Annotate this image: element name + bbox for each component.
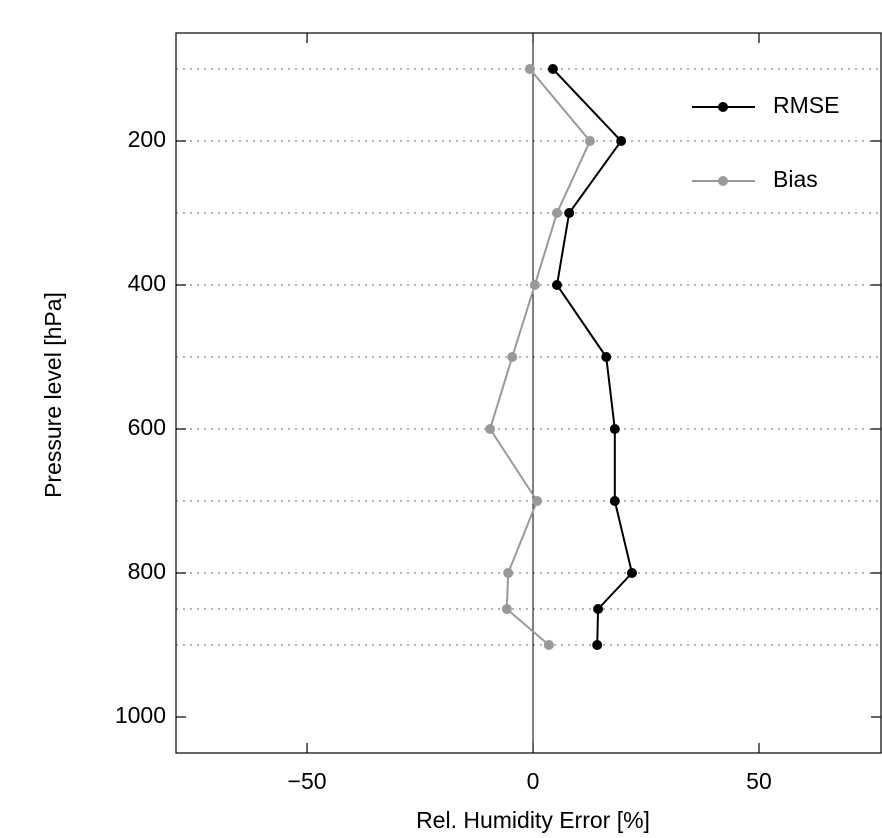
legend-marker xyxy=(718,176,728,186)
data-point xyxy=(501,604,512,614)
y-axis-label: Pressure level [hPa] xyxy=(40,292,66,498)
data-point xyxy=(609,496,620,506)
data-point xyxy=(551,280,562,290)
data-point xyxy=(503,568,514,578)
data-point xyxy=(532,496,543,506)
legend-label: Bias xyxy=(773,166,818,192)
data-point xyxy=(609,424,620,434)
x-tick-label: 50 xyxy=(746,768,772,794)
plot-frame xyxy=(175,32,882,754)
data-point xyxy=(593,604,604,614)
series-line xyxy=(488,68,592,646)
legend-marker xyxy=(718,102,728,112)
data-point xyxy=(507,352,518,362)
x-tick-label: −50 xyxy=(288,768,327,794)
data-point xyxy=(529,280,540,290)
x-tick-label: 0 xyxy=(527,768,540,794)
y-tick-label: 600 xyxy=(128,414,166,440)
data-point xyxy=(592,640,603,650)
data-point xyxy=(601,352,612,362)
data-point xyxy=(551,208,562,218)
series-line xyxy=(552,68,634,646)
data-point xyxy=(564,208,575,218)
y-tick-label: 200 xyxy=(128,126,166,152)
data-point xyxy=(524,64,535,74)
y-tick-label: 800 xyxy=(128,558,166,584)
data-point xyxy=(584,136,595,146)
x-axis-label: Rel. Humidity Error [%] xyxy=(416,807,650,833)
data-point xyxy=(626,568,637,578)
data-point xyxy=(485,424,496,434)
data-point xyxy=(616,136,627,146)
data-point xyxy=(543,640,554,650)
data-point xyxy=(547,64,558,74)
legend-label: RMSE xyxy=(773,92,839,118)
y-tick-label: 1000 xyxy=(115,702,166,728)
y-tick-label: 400 xyxy=(128,270,166,296)
